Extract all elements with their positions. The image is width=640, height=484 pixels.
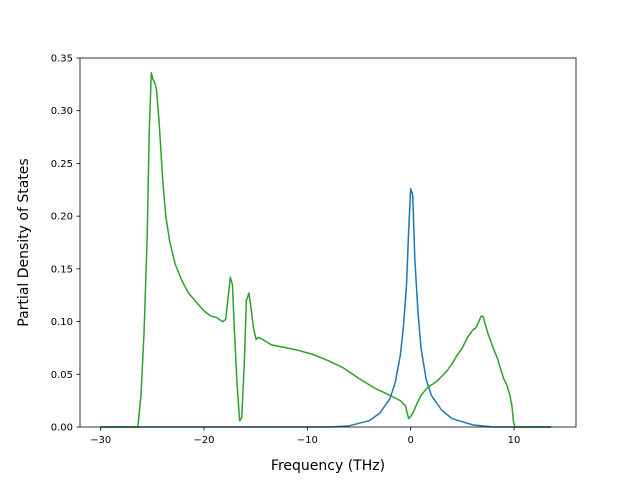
plot-area (100, 72, 552, 428)
x-axis-ticks: −30 −20 −10 0 10 (90, 427, 520, 446)
axes-frame (79, 57, 577, 428)
y-tick-label: 0.00 (51, 423, 73, 434)
series-line-2 (100, 72, 552, 428)
x-axis-label: Frequency (THz) (271, 458, 385, 474)
y-tick-label: 0.35 (51, 54, 73, 65)
y-tick-label: 0.15 (51, 264, 73, 275)
y-tick-label: 0.30 (51, 106, 73, 117)
y-tick-label: 0.20 (51, 212, 73, 223)
x-tick-label: −20 (193, 435, 214, 446)
y-tick-label: 0.25 (51, 159, 73, 170)
x-tick-label: 10 (508, 435, 521, 446)
x-tick-label: −30 (90, 435, 111, 446)
x-tick-label: 0 (407, 435, 413, 446)
y-tick-label: 0.10 (51, 317, 73, 328)
x-tick-label: −10 (297, 435, 318, 446)
y-axis-ticks: 0.00 0.05 0.10 0.15 0.20 0.25 0.30 0.35 (51, 54, 80, 434)
y-axis-label: Partial Density of States (16, 158, 32, 326)
series-line-1 (100, 187, 552, 428)
y-tick-label: 0.05 (51, 370, 73, 381)
